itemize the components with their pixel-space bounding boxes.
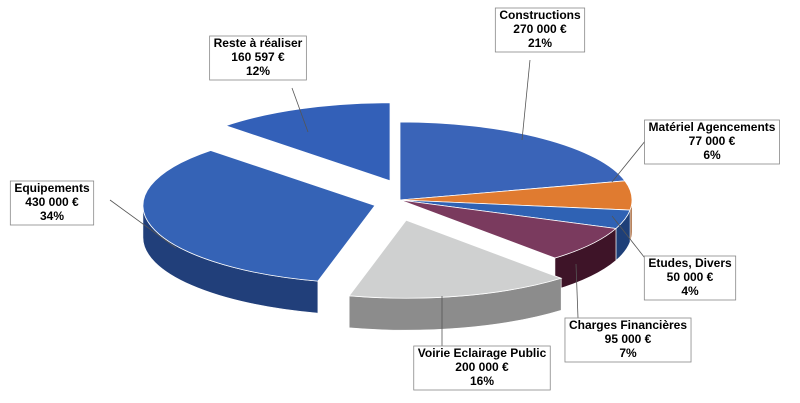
slice: [224, 102, 391, 182]
label-name: Matériel Agencements: [649, 120, 776, 134]
slice: [399, 199, 617, 259]
label-value: 77 000 €: [689, 134, 736, 148]
leader-line: [521, 59, 531, 141]
slice: [142, 150, 376, 282]
label-value: 50 000 €: [667, 270, 714, 284]
label-box: [209, 35, 307, 81]
label-percent: 6%: [703, 148, 721, 162]
label-value: 160 597 €: [231, 50, 285, 64]
label-box: [9, 180, 95, 226]
slice: [348, 219, 563, 299]
label-value: 270 000 €: [513, 22, 567, 36]
leader-line: [575, 263, 579, 319]
leader-line: [611, 215, 649, 263]
label-percent: 4%: [681, 284, 699, 298]
label-percent: 34%: [40, 209, 64, 223]
label-name: Charges Financières: [569, 318, 687, 332]
slice: [399, 121, 626, 201]
label-value: 430 000 €: [25, 195, 79, 209]
label-box: [564, 317, 692, 363]
leader-line: [291, 87, 309, 133]
label-percent: 7%: [619, 346, 637, 360]
label-box: [413, 345, 551, 391]
leader-line: [611, 134, 651, 183]
label-percent: 16%: [470, 374, 494, 388]
label-box: [644, 119, 780, 165]
label-name: Reste à réaliser: [214, 36, 303, 50]
label-value: 95 000 €: [605, 332, 652, 346]
label-name: Etudes, Divers: [648, 256, 732, 270]
leader-line: [109, 199, 177, 249]
label-percent: 12%: [246, 64, 270, 78]
label-name: Voirie Eclairage Public: [418, 346, 547, 360]
label-name: Equipements: [14, 181, 90, 195]
label-value: 200 000 €: [455, 360, 509, 374]
label-name: Constructions: [499, 8, 581, 22]
label-box: [494, 7, 586, 53]
label-percent: 21%: [528, 36, 552, 50]
label-box: [643, 255, 737, 301]
